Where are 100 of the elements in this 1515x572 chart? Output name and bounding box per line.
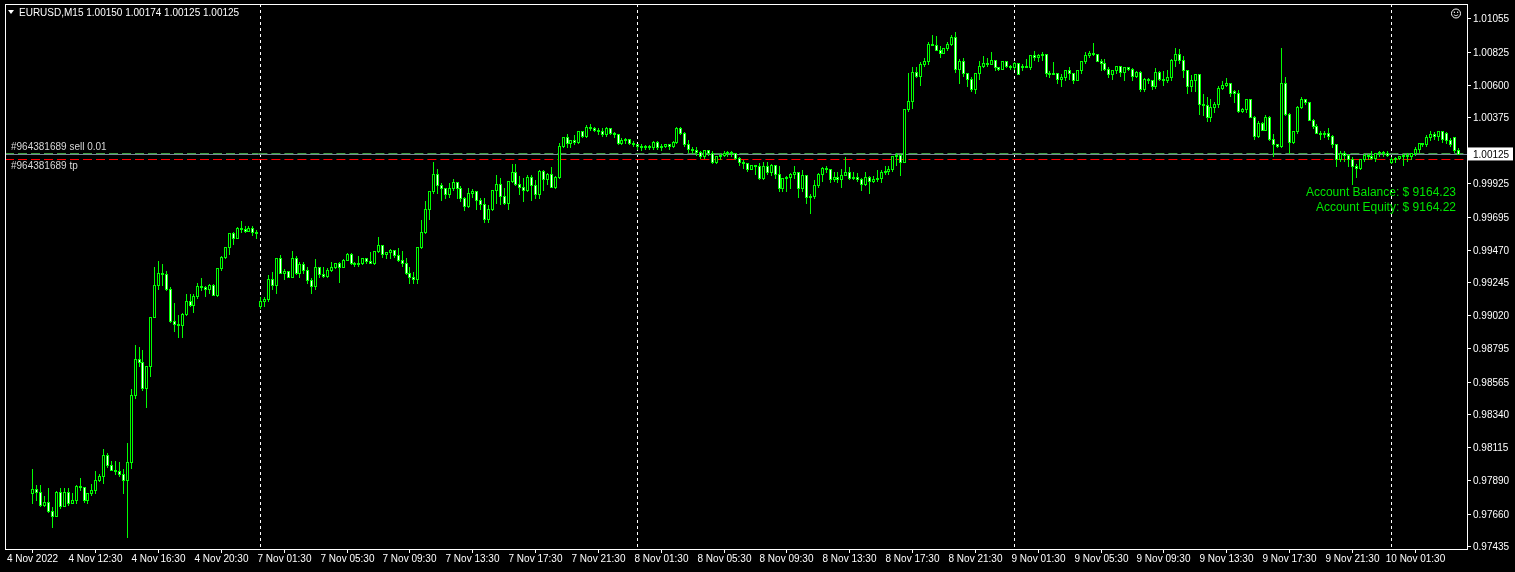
x-tick-label: 10 Nov 01:30 <box>1385 553 1446 564</box>
candlestick <box>1323 130 1326 138</box>
candlestick <box>1374 152 1377 162</box>
y-tick-label: 1.00600 <box>1473 80 1510 91</box>
candlestick <box>1139 70 1142 92</box>
candlestick <box>719 153 722 160</box>
candlestick <box>530 174 533 201</box>
candlestick <box>350 252 353 265</box>
candlestick <box>1382 150 1385 157</box>
candlestick <box>656 140 659 150</box>
candlestick <box>699 150 702 159</box>
x-tick-label: 8 Nov 01:30 <box>634 553 689 564</box>
candlestick <box>1037 53 1040 62</box>
y-tick-label: 0.98115 <box>1473 442 1509 453</box>
y-tick-label: 1.00375 <box>1473 112 1510 123</box>
ref-line-label: #964381689 tp <box>11 160 79 172</box>
x-tick-label: 8 Nov 05:30 <box>697 553 752 564</box>
candlestick <box>467 187 470 208</box>
candlestick <box>475 191 478 210</box>
candlestick <box>1453 136 1456 153</box>
candlestick <box>617 133 620 145</box>
candlestick <box>1280 47 1283 148</box>
candlestick <box>1198 73 1201 115</box>
candlestick <box>660 143 663 151</box>
x-tick-label: 9 Nov 13:30 <box>1199 553 1254 564</box>
candlestick <box>624 137 627 144</box>
candlestick <box>852 171 855 180</box>
y-tick-label: 1.01055 <box>1473 13 1510 24</box>
x-tick-label: 4 Nov 16:30 <box>131 553 186 564</box>
candlestick <box>891 155 894 172</box>
candlestick <box>970 76 973 92</box>
candlestick <box>1017 63 1020 75</box>
y-tick-label: 0.98565 <box>1473 377 1510 388</box>
candlestick <box>919 61 922 86</box>
candlestick <box>601 127 604 137</box>
annotation: Account Balance: $ 9164.23 <box>1305 185 1457 199</box>
candlestick <box>1370 150 1373 160</box>
candlestick <box>369 251 372 264</box>
candlestick <box>1351 156 1354 185</box>
candlestick <box>770 163 773 176</box>
candlestick <box>829 169 832 183</box>
candlestick <box>1402 153 1405 166</box>
x-tick-label: 8 Nov 13:30 <box>822 553 877 564</box>
candlestick <box>456 181 459 199</box>
candlestick <box>314 258 317 290</box>
candlestick <box>566 133 569 148</box>
x-tick-label: 9 Nov 09:30 <box>1136 553 1191 564</box>
annotation: Account Equity: $ 9164.22 <box>1315 200 1457 214</box>
candlestick <box>538 169 541 199</box>
candlestick <box>1206 96 1209 122</box>
candlestick <box>393 250 396 258</box>
candlestick <box>1162 70 1165 86</box>
candlestick <box>1437 130 1440 141</box>
x-tick-label: 7 Nov 13:30 <box>445 553 500 564</box>
candlestick <box>609 127 612 135</box>
candlestick <box>703 149 706 159</box>
candlestick <box>648 144 651 150</box>
candlestick <box>644 144 647 150</box>
candlestick <box>1367 153 1370 160</box>
x-tick-label: 9 Nov 17:30 <box>1262 553 1317 564</box>
candlestick <box>1433 131 1436 140</box>
candlestick <box>1025 58 1028 68</box>
candlestick <box>758 162 761 180</box>
candlestick <box>291 250 294 278</box>
candlestick <box>620 137 623 145</box>
candlestick <box>1001 60 1004 70</box>
candlestick <box>880 169 883 183</box>
y-tick-label: 0.99470 <box>1473 245 1510 256</box>
candlestick <box>1111 69 1114 80</box>
candlestick <box>1386 150 1389 157</box>
y-tick-label: 0.97435 <box>1473 541 1510 552</box>
candlestick <box>1425 134 1428 147</box>
candlestick <box>63 487 66 507</box>
candlestick <box>1390 156 1393 164</box>
candlestick <box>742 159 745 169</box>
x-tick-label: 9 Nov 05:30 <box>1074 553 1129 564</box>
candlestick <box>1021 63 1024 71</box>
candlestick <box>1418 142 1421 153</box>
candlestick <box>868 175 871 194</box>
candlestick <box>338 261 341 283</box>
candlestick <box>695 146 698 156</box>
candlestick <box>251 225 254 236</box>
candlestick <box>1414 146 1417 156</box>
candlestick <box>1060 73 1063 87</box>
y-tick-label: 0.99245 <box>1473 277 1510 288</box>
candlestick <box>1100 58 1103 71</box>
candlestick <box>483 197 486 223</box>
x-tick-label: 9 Nov 21:30 <box>1325 553 1380 564</box>
x-tick-label: 8 Nov 17:30 <box>885 553 940 564</box>
candlestick <box>876 169 879 182</box>
y-tick-label: 1.00825 <box>1473 47 1510 58</box>
y-tick-label: 0.98795 <box>1473 343 1510 354</box>
y-tick-label: 0.99020 <box>1473 310 1510 321</box>
candlestick <box>39 484 42 507</box>
candlestick <box>550 166 553 188</box>
candlestick <box>585 124 588 138</box>
candlestick <box>522 177 525 202</box>
candlestick <box>208 283 211 294</box>
x-tick-label: 4 Nov 20:30 <box>194 553 249 564</box>
candlestick <box>711 150 714 164</box>
